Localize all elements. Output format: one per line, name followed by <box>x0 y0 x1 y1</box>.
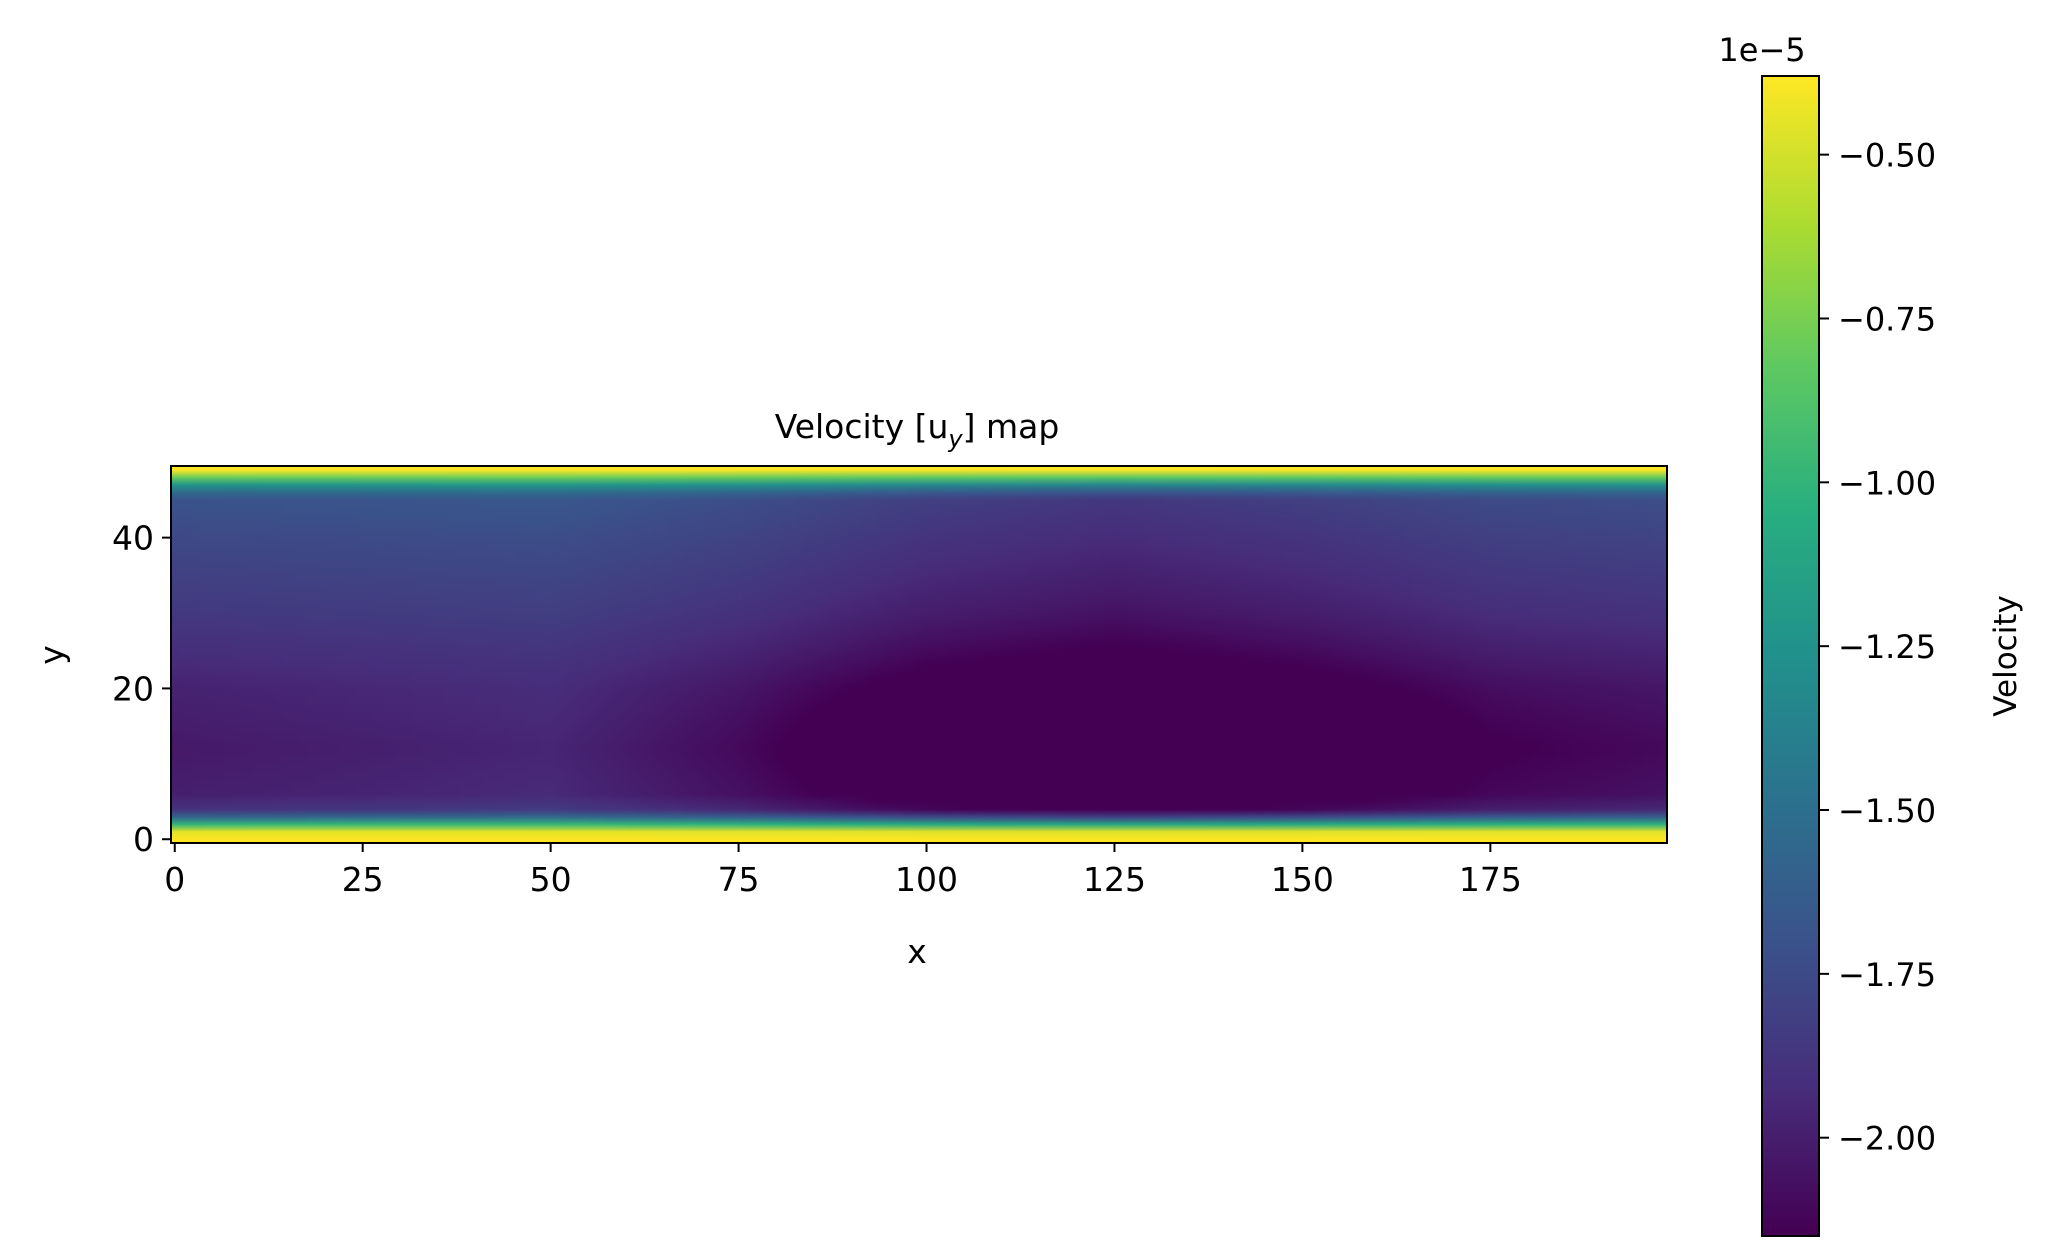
y-axis: 0 20 40 <box>112 519 171 859</box>
colorbar-tick-label: −0.75 <box>1838 300 1936 338</box>
colorbar-tick-label: −1.25 <box>1838 628 1936 666</box>
y-axis-label: y <box>32 645 71 665</box>
colorbar-frame <box>1761 75 1820 1237</box>
colorbar-ticks: −0.50 −0.75 −1.00 −1.25 −1.50 −1.75 −2.00 <box>1819 137 1936 1158</box>
heatmap-plot-area <box>170 465 1668 844</box>
x-tick-label: 0 <box>164 860 185 899</box>
colorbar: −0.50 −0.75 −1.00 −1.25 −1.50 −1.75 −2.00 1e−5… <box>1718 31 2024 1237</box>
colorbar-gradient <box>1762 76 1819 1236</box>
colorbar-tick-label: −0.50 <box>1838 137 1936 175</box>
plot-frame <box>170 465 1668 844</box>
x-tick-label: 125 <box>1083 860 1146 899</box>
colorbar-label: Velocity <box>1988 595 2024 717</box>
colorbar-offset-text: 1e−5 <box>1718 31 1805 69</box>
x-tick-label: 50 <box>530 860 572 899</box>
y-tick-label: 0 <box>133 820 154 859</box>
y-tick-label: 20 <box>112 669 154 708</box>
x-tick-label: 25 <box>342 860 384 899</box>
x-tick-label: 100 <box>895 860 958 899</box>
heatmap-raster <box>171 466 1667 843</box>
colorbar-tick-label: −2.00 <box>1838 1120 1936 1158</box>
y-tick-label: 40 <box>112 519 154 558</box>
chart-title: Velocity [uy] map <box>775 407 1060 453</box>
x-tick-label: 75 <box>718 860 760 899</box>
x-tick-label: 175 <box>1459 860 1522 899</box>
x-axis: 0 25 50 75 100 125 150 175 <box>164 843 1522 899</box>
colorbar-tick-label: −1.00 <box>1838 464 1936 502</box>
colorbar-tick-label: −1.50 <box>1838 792 1936 830</box>
x-axis-label: x <box>907 932 927 971</box>
colorbar-tick-label: −1.75 <box>1838 956 1936 994</box>
x-tick-label: 150 <box>1271 860 1334 899</box>
